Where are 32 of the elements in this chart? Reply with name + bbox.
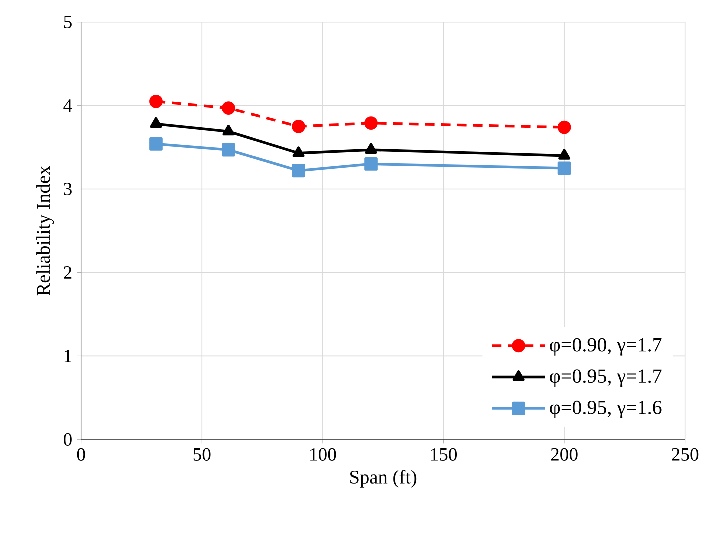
x-tick-label: 200 bbox=[551, 448, 578, 461]
point bbox=[558, 120, 572, 134]
legend-label: φ=0.95, γ=1.7 bbox=[550, 370, 662, 388]
y-tick-label: 0 bbox=[64, 433, 72, 446]
point bbox=[364, 116, 378, 130]
y-tick-label: 3 bbox=[64, 183, 72, 196]
y-tick-label: 5 bbox=[64, 16, 72, 29]
y-axis-title: Reliability Index bbox=[36, 166, 54, 296]
y-tick-label: 1 bbox=[64, 350, 72, 362]
y-tick-label: 4 bbox=[64, 100, 72, 112]
x-tick-label: 150 bbox=[431, 448, 458, 461]
point bbox=[222, 102, 236, 115]
y-tick-label: 2 bbox=[64, 266, 72, 279]
point bbox=[292, 120, 306, 134]
point bbox=[292, 164, 306, 178]
x-tick-label: 250 bbox=[672, 448, 699, 461]
point bbox=[150, 118, 162, 128]
point bbox=[364, 158, 378, 171]
legend-label: φ=0.90, γ=1.7 bbox=[550, 338, 662, 356]
x-axis-title: Span (ft) bbox=[350, 470, 417, 488]
x-tick-label: 0 bbox=[77, 448, 86, 461]
point bbox=[150, 94, 163, 108]
x-tick-label: 100 bbox=[310, 448, 336, 461]
point bbox=[292, 146, 305, 158]
point bbox=[222, 125, 235, 136]
point bbox=[150, 138, 163, 151]
point bbox=[365, 143, 378, 154]
point bbox=[222, 143, 236, 157]
legend-label: φ=0.95, γ=1.6 bbox=[550, 400, 662, 418]
point bbox=[558, 162, 572, 176]
x-tick-label: 50 bbox=[194, 448, 211, 461]
point bbox=[558, 149, 570, 160]
